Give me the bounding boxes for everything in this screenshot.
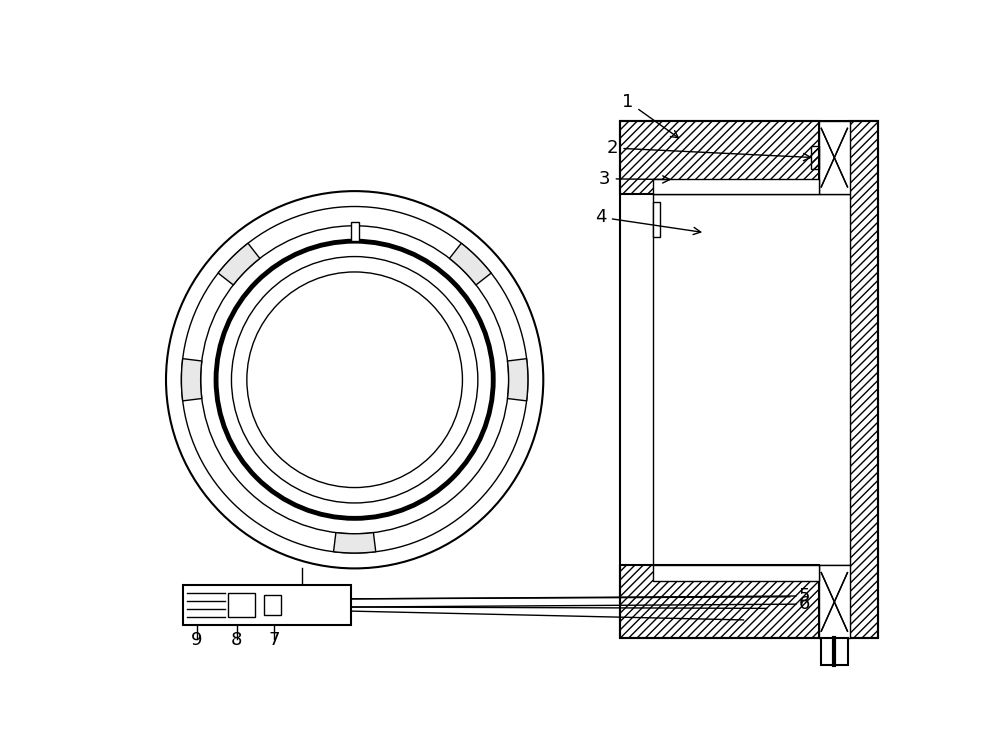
Polygon shape — [508, 359, 528, 401]
Bar — [264, 595, 281, 615]
Bar — [228, 593, 255, 617]
Polygon shape — [334, 532, 376, 553]
Polygon shape — [449, 243, 491, 285]
Bar — [620, 121, 878, 638]
Text: 1: 1 — [622, 92, 678, 138]
Text: 2: 2 — [607, 139, 811, 161]
Bar — [653, 194, 850, 566]
Bar — [820, 638, 848, 666]
Bar — [653, 179, 819, 194]
Text: 7: 7 — [268, 631, 280, 649]
Text: 4: 4 — [595, 208, 701, 235]
Bar — [620, 566, 819, 638]
Text: 8: 8 — [231, 631, 243, 649]
Bar — [819, 121, 850, 194]
Bar — [183, 584, 351, 626]
Text: 3: 3 — [599, 170, 670, 188]
Bar — [819, 566, 850, 638]
Bar — [620, 121, 819, 194]
Text: 5: 5 — [799, 587, 810, 605]
Bar — [811, 146, 819, 169]
Bar — [351, 222, 359, 241]
Bar — [653, 202, 660, 237]
Polygon shape — [181, 359, 202, 401]
Text: 6: 6 — [799, 595, 810, 613]
Bar — [850, 121, 878, 638]
Polygon shape — [218, 243, 260, 285]
Bar — [653, 566, 819, 581]
Text: 9: 9 — [191, 631, 203, 649]
